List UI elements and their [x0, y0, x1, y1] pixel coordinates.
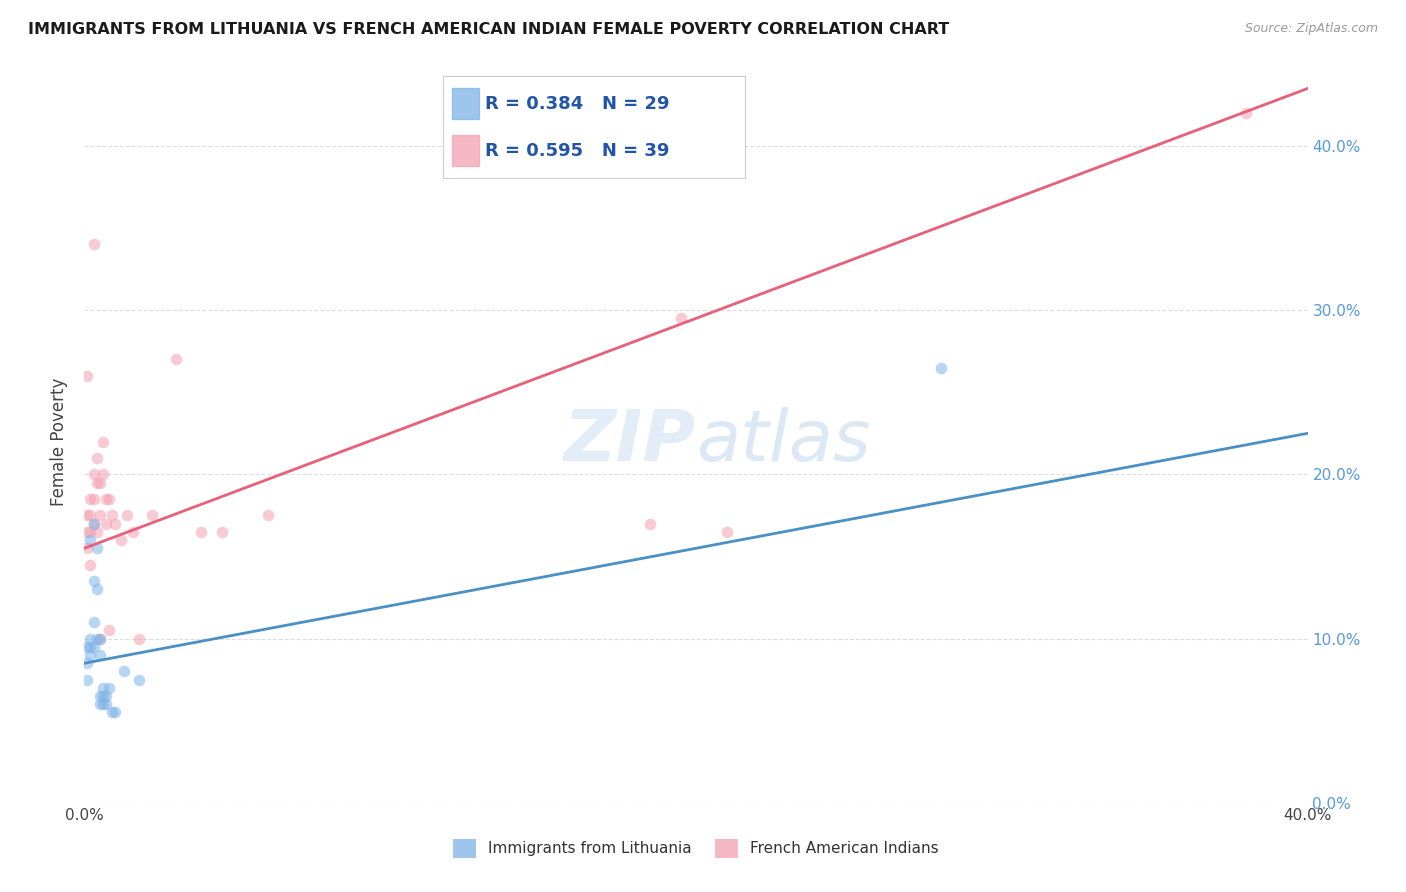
Point	[79, 491, 101, 506]
Point	[79, 533, 101, 547]
Point	[257, 508, 280, 523]
Point	[89, 632, 111, 646]
Point	[97, 624, 120, 638]
Point	[165, 352, 187, 367]
Point	[89, 508, 111, 523]
Point	[97, 491, 120, 506]
Point	[76, 524, 98, 539]
Point	[94, 689, 117, 703]
Text: atlas: atlas	[696, 407, 870, 476]
Point	[83, 491, 105, 506]
Point	[79, 558, 101, 572]
Point	[141, 508, 163, 523]
Point	[86, 632, 108, 646]
Point	[86, 450, 108, 465]
Point	[122, 524, 145, 539]
Point	[83, 640, 105, 654]
Point	[83, 467, 105, 482]
Bar	[451, 88, 479, 119]
Point	[110, 533, 132, 547]
Point	[79, 632, 101, 646]
Bar	[451, 136, 479, 166]
Point	[79, 524, 101, 539]
Point	[112, 665, 135, 679]
Legend: Immigrants from Lithuania, French American Indians: Immigrants from Lithuania, French Americ…	[447, 833, 945, 863]
Point	[91, 689, 114, 703]
Point	[83, 516, 105, 531]
Text: R = 0.595   N = 39: R = 0.595 N = 39	[485, 142, 669, 160]
Point	[128, 673, 150, 687]
Point	[94, 491, 117, 506]
Point	[638, 516, 661, 531]
Point	[79, 648, 101, 662]
Point	[101, 706, 124, 720]
Point	[83, 237, 105, 252]
Point	[91, 681, 114, 695]
Point	[91, 698, 114, 712]
Point	[86, 541, 108, 556]
Point	[190, 524, 212, 539]
Point	[101, 508, 124, 523]
Point	[128, 632, 150, 646]
Point	[929, 360, 952, 375]
Point	[86, 524, 108, 539]
Point	[79, 508, 101, 523]
Text: Source: ZipAtlas.com: Source: ZipAtlas.com	[1244, 22, 1378, 36]
Point	[76, 640, 98, 654]
Point	[76, 657, 98, 671]
Point	[716, 524, 738, 539]
Point	[79, 640, 101, 654]
Point	[86, 582, 108, 597]
Point	[83, 516, 105, 531]
Point	[91, 467, 114, 482]
Point	[89, 689, 111, 703]
Text: IMMIGRANTS FROM LITHUANIA VS FRENCH AMERICAN INDIAN FEMALE POVERTY CORRELATION C: IMMIGRANTS FROM LITHUANIA VS FRENCH AMER…	[28, 22, 949, 37]
Point	[94, 698, 117, 712]
Text: ZIP: ZIP	[564, 407, 696, 476]
Point	[104, 706, 127, 720]
Point	[1236, 106, 1258, 120]
Y-axis label: Female Poverty: Female Poverty	[51, 377, 69, 506]
Text: R = 0.384   N = 29: R = 0.384 N = 29	[485, 95, 669, 112]
Point	[91, 434, 114, 449]
Point	[83, 615, 105, 630]
Point	[97, 681, 120, 695]
Point	[76, 673, 98, 687]
Point	[89, 632, 111, 646]
Point	[669, 311, 692, 326]
Point	[89, 475, 111, 490]
Point	[83, 574, 105, 588]
Point	[89, 698, 111, 712]
Point	[76, 508, 98, 523]
Point	[115, 508, 138, 523]
Point	[104, 516, 127, 531]
Point	[76, 368, 98, 383]
Point	[89, 648, 111, 662]
Point	[86, 475, 108, 490]
Point	[76, 541, 98, 556]
Point	[211, 524, 233, 539]
Point	[94, 516, 117, 531]
